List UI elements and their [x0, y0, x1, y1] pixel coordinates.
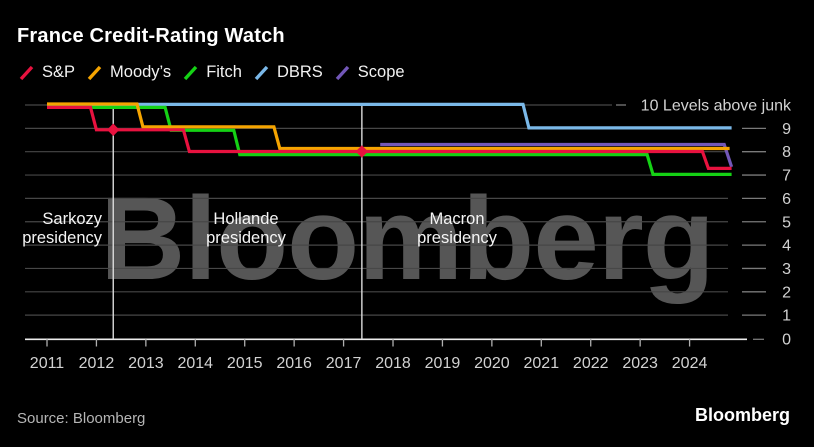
y-axis-label-4: 4	[782, 238, 791, 255]
y-axis-label-10: 10 Levels above junk	[641, 98, 792, 115]
x-axis-label-2020: 2020	[474, 355, 510, 372]
y-axis-label-7: 7	[782, 168, 791, 185]
legend-swatch-icon	[19, 65, 34, 80]
x-axis-label-2016: 2016	[276, 355, 312, 372]
legend-label: Fitch	[206, 63, 242, 81]
legend-swatch-icon	[335, 65, 350, 80]
annotation-sarkozy-line2: presidency	[22, 229, 103, 247]
annotation-macron-line1: Macron	[429, 210, 484, 228]
y-axis-label-2: 2	[782, 284, 791, 301]
legend-swatch-icon	[87, 65, 102, 80]
y-axis-label-6: 6	[782, 191, 791, 208]
x-axis-label-2023: 2023	[622, 355, 658, 372]
legend-item-scope: Scope	[335, 63, 405, 82]
page-title: France Credit-Rating Watch	[17, 25, 285, 47]
legend-label: Moody’s	[110, 63, 172, 81]
legend-swatch-icon	[254, 65, 269, 80]
y-axis-label-9: 9	[782, 121, 791, 138]
annotation-hollande-line2: presidency	[206, 229, 287, 247]
legend-label: Scope	[357, 63, 405, 81]
source-note: Source: Bloomberg	[17, 410, 146, 427]
x-axis-label-2011: 2011	[30, 355, 65, 372]
x-axis-label-2014: 2014	[177, 355, 213, 372]
y-axis-label-1: 1	[782, 308, 791, 325]
x-axis-label-2019: 2019	[425, 355, 461, 372]
x-axis-label-2013: 2013	[128, 355, 164, 372]
series-line-dbrs	[47, 102, 732, 130]
bloomberg-logo: Bloomberg	[694, 405, 790, 425]
x-axis-label-2022: 2022	[573, 355, 609, 372]
annotation-sarkozy-line1: Sarkozy	[42, 210, 102, 228]
chart-legend: S&P Moody’s Fitch DBRS Scope	[19, 63, 417, 82]
x-axis-label-2015: 2015	[227, 355, 263, 372]
event-marker-diamond-1	[107, 123, 120, 136]
annotation-macron-line2: presidency	[417, 229, 498, 247]
y-axis-label-3: 3	[782, 261, 791, 278]
series-line-sp	[47, 105, 732, 170]
bloomberg-watermark: Bloomberg	[100, 173, 715, 305]
annotation-hollande-line1: Hollande	[213, 210, 278, 228]
legend-item-fitch: Fitch	[183, 63, 242, 82]
event-marker-diamond-2	[355, 145, 369, 158]
legend-label: S&P	[42, 63, 76, 81]
legend-item-sp: S&P	[19, 63, 75, 82]
y-axis-label-8: 8	[782, 144, 791, 161]
x-axis-label-2021: 2021	[524, 355, 560, 372]
y-axis-label-0: 0	[782, 332, 791, 349]
series-line-scope	[380, 142, 734, 168]
legend-item-dbrs: DBRS	[254, 63, 323, 82]
x-axis-label-2018: 2018	[375, 355, 411, 372]
series-line-moodys	[47, 102, 730, 151]
x-axis-label-2012: 2012	[79, 355, 115, 372]
y-axis-label-5: 5	[782, 214, 791, 231]
x-axis-label-2017: 2017	[326, 355, 362, 372]
x-axis-label-2024: 2024	[672, 355, 708, 372]
legend-item-moodys: Moody’s	[87, 63, 171, 82]
legend-swatch-icon	[183, 65, 198, 80]
legend-label: DBRS	[276, 63, 323, 81]
series-line-fitch	[47, 105, 732, 176]
